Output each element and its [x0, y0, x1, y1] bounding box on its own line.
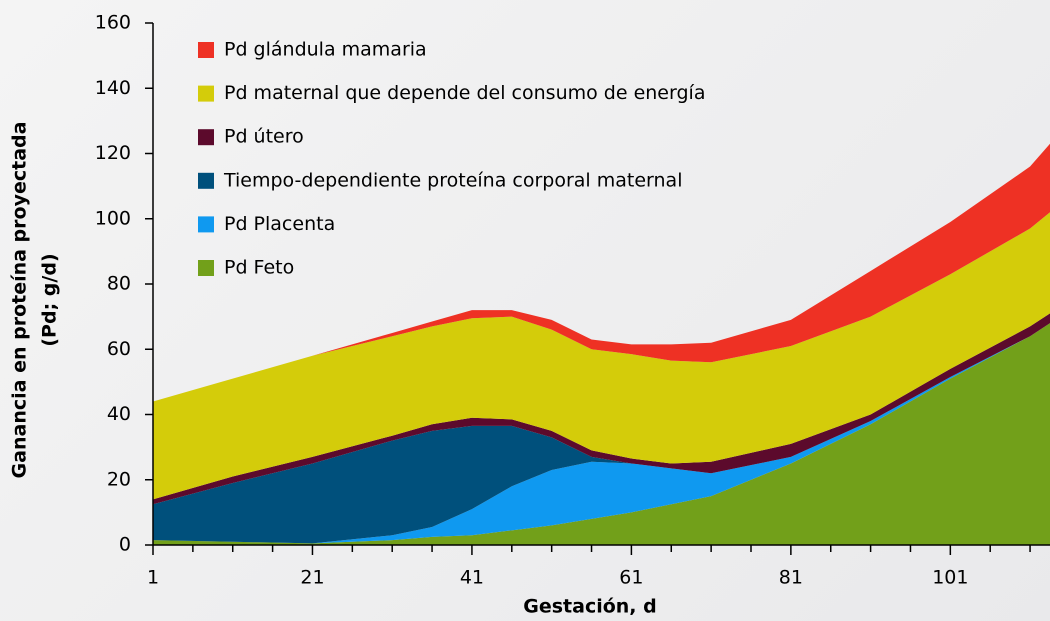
- legend-swatch: [198, 216, 214, 233]
- legend-label: Tiempo-dependiente proteína corporal mat…: [223, 169, 682, 191]
- legend-label: Pd maternal que depende del consumo de e…: [224, 82, 705, 104]
- y-tick-label: 120: [95, 142, 131, 164]
- area: [153, 323, 1050, 544]
- x-tick-label: 101: [932, 567, 968, 589]
- y-tick-label: 100: [95, 207, 131, 229]
- x-tick-label: 1: [147, 567, 159, 589]
- y-axis-label: Ganancia en proteína proyectada: [9, 122, 31, 479]
- y-tick-label: 140: [95, 77, 131, 99]
- legend-label: Pd glándula mamaria: [224, 39, 427, 61]
- y-tick-label: 160: [95, 12, 131, 34]
- y-axis-label: (Pd; g/d): [39, 253, 61, 346]
- legend-label: Pd Feto: [224, 257, 294, 279]
- legend-swatch: [198, 42, 214, 58]
- x-tick-label: 41: [460, 567, 484, 589]
- legend-swatch: [198, 260, 214, 276]
- legend-label: Pd útero: [224, 126, 304, 148]
- area: [153, 212, 1050, 500]
- x-tick-label: 81: [779, 567, 803, 589]
- area: [153, 323, 1050, 545]
- y-tick-label: 40: [107, 403, 131, 425]
- x-axis-label: Gestación, d: [523, 596, 656, 618]
- x-tick-label: 61: [619, 567, 643, 589]
- y-tick-label: 60: [107, 338, 131, 360]
- legend-swatch: [198, 172, 214, 189]
- y-tick-label: 0: [119, 534, 131, 556]
- area: [153, 143, 1050, 402]
- x-tick-label: 21: [300, 567, 324, 589]
- y-tick-label: 80: [107, 273, 131, 295]
- legend-swatch: [198, 129, 214, 146]
- y-tick-label: 20: [107, 468, 131, 490]
- legend-label: Pd Placenta: [224, 213, 335, 235]
- area: [153, 323, 1050, 544]
- legend-swatch: [198, 85, 214, 102]
